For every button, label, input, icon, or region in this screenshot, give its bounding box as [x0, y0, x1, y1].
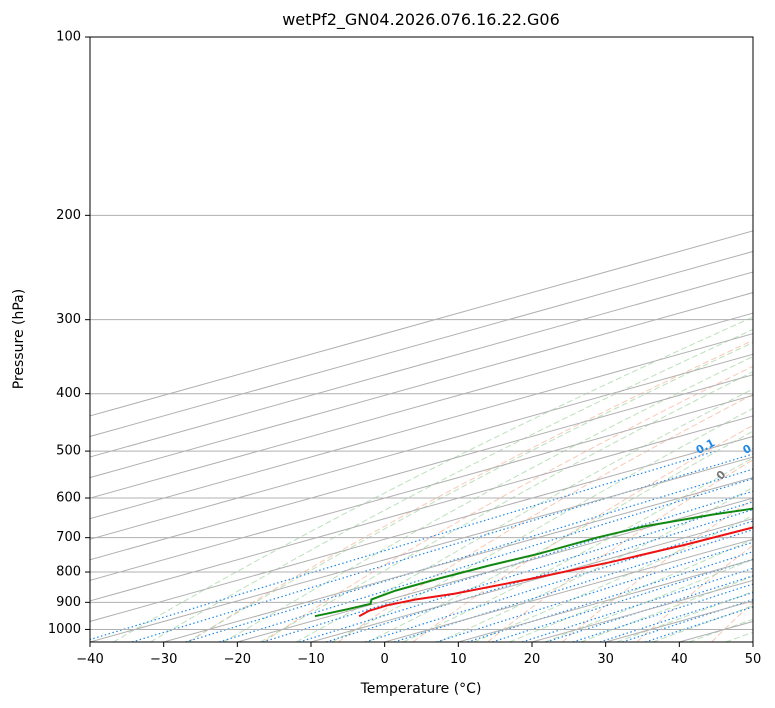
x-tick-label: −30: [150, 652, 177, 667]
mixing-ratio-line: [622, 599, 753, 642]
mixing-ratio-line: [599, 591, 753, 642]
y-tick-label: 300: [56, 312, 81, 327]
isotherm-line: [384, 538, 753, 642]
x-tick-label: 40: [671, 652, 688, 667]
chart-title: wetPf2_GN04.2026.076.16.22.G06: [282, 10, 560, 30]
isotherm-line: [90, 271, 753, 458]
y-tick-label: 200: [56, 208, 81, 223]
mixing-ratio-line: [521, 567, 753, 642]
moist-adiabat-line: [113, 316, 753, 642]
mixing-ratio-line: [185, 468, 753, 642]
isotherm-line: [90, 292, 753, 479]
moist-adiabat-line: [616, 590, 753, 642]
dewpoint-profile-line: [314, 507, 753, 618]
pressure-grid: [90, 37, 753, 630]
moist-adiabat-line: [509, 538, 753, 642]
mixing-ratio-line: [492, 558, 753, 642]
isotherm-line: [237, 497, 753, 642]
x-tick-label: −40: [76, 652, 103, 667]
mixing-ratio-line: [299, 501, 753, 642]
y-tick-label: 900: [56, 595, 81, 610]
moist-adiabat-line: [331, 407, 753, 642]
dry-adiabat-line: [337, 393, 753, 642]
isotherm-line: [90, 250, 753, 437]
isotherm-line: [90, 456, 753, 642]
moist-adiabat-line: [473, 515, 753, 642]
dry-adiabats: [188, 339, 753, 642]
dry-adiabat-line: [263, 365, 753, 642]
y-tick-label: 400: [56, 386, 81, 401]
moist-adiabat-line: [295, 388, 753, 642]
isotherm-line: [90, 394, 753, 581]
mixing-ratio-line: [546, 575, 753, 642]
moist-adiabat-label: 0: [714, 468, 729, 483]
mixing-ratio-line: [572, 583, 753, 642]
dry-adiabat-line: [487, 459, 753, 642]
isotherm-line: [752, 641, 753, 642]
moist-adiabat-line: [438, 486, 753, 642]
moist-adiabat-line: [402, 457, 753, 642]
x-tick-label: 50: [745, 652, 762, 667]
isotherm-line: [90, 374, 753, 561]
moist-adiabat-line: [367, 430, 753, 642]
y-axis: 100 200 300 400 500 600 700 800 900 1000: [48, 30, 90, 637]
plot-frame: [89, 36, 754, 643]
isotherm-line: [163, 477, 753, 642]
x-tick-label: 0: [381, 652, 389, 667]
dry-adiabat-line: [188, 339, 753, 642]
mixing-ratio-label: 0.1: [694, 436, 717, 457]
moist-adiabats: [113, 37, 775, 642]
mixing-ratio-line: [131, 453, 753, 642]
x-axis-title: Temperature (°C): [360, 681, 482, 697]
dry-adiabat-line: [561, 498, 753, 642]
mixing-ratio-line: [436, 541, 753, 642]
isotherm-line: [90, 333, 753, 520]
isotherm-line: [90, 230, 753, 417]
y-tick-label: 500: [56, 444, 81, 459]
moist-adiabat-line: [259, 371, 753, 642]
y-tick-label: 100: [56, 30, 81, 45]
y-axis-title: Pressure (hPa): [11, 289, 27, 389]
moist-adiabat-line: [652, 605, 753, 642]
mixing-ratio-line: [90, 450, 716, 641]
y-tick-label: 1000: [48, 622, 81, 637]
y-tick-label: 800: [56, 565, 81, 580]
isotherm-line: [90, 312, 753, 499]
x-tick-label: 30: [597, 652, 614, 667]
x-tick-label: 10: [450, 652, 467, 667]
profiles: [314, 507, 753, 618]
mixing-ratio-labels: 0.10.20.40.611.52346810131620253036: [694, 436, 753, 457]
x-tick-label: −20: [224, 652, 251, 667]
mixing-ratio-line: [218, 478, 753, 642]
moist-adiabat-label: 10: [765, 494, 775, 514]
mixing-ratio-line: [467, 551, 753, 642]
isotherm-line: [605, 600, 753, 642]
plot-area: -100-90-80-70-60-50-40-30-20-100.10.20.4…: [90, 37, 775, 642]
isotherm-line: [90, 415, 753, 602]
moist-adiabat-line: [186, 341, 753, 642]
moist-adiabat-line: [223, 355, 753, 642]
x-tick-label: 20: [524, 652, 541, 667]
moist-adiabat-line: [580, 575, 753, 642]
mixing-ratio-line: [394, 529, 753, 642]
isotherm-line: [90, 435, 753, 622]
isotherms: [90, 230, 753, 642]
y-tick-label: 700: [56, 530, 81, 545]
x-tick-label: −10: [297, 652, 324, 667]
moist-adiabat-line: [762, 37, 775, 642]
x-axis: −40 −30 −20 −10 0 10 20 30 40 50: [76, 642, 761, 667]
temperature-profile-line: [358, 526, 753, 618]
moist-adiabat-line: [150, 328, 753, 642]
isotherm-line: [310, 518, 753, 642]
y-tick-label: 600: [56, 491, 81, 506]
dry-adiabat-line: [711, 601, 753, 642]
